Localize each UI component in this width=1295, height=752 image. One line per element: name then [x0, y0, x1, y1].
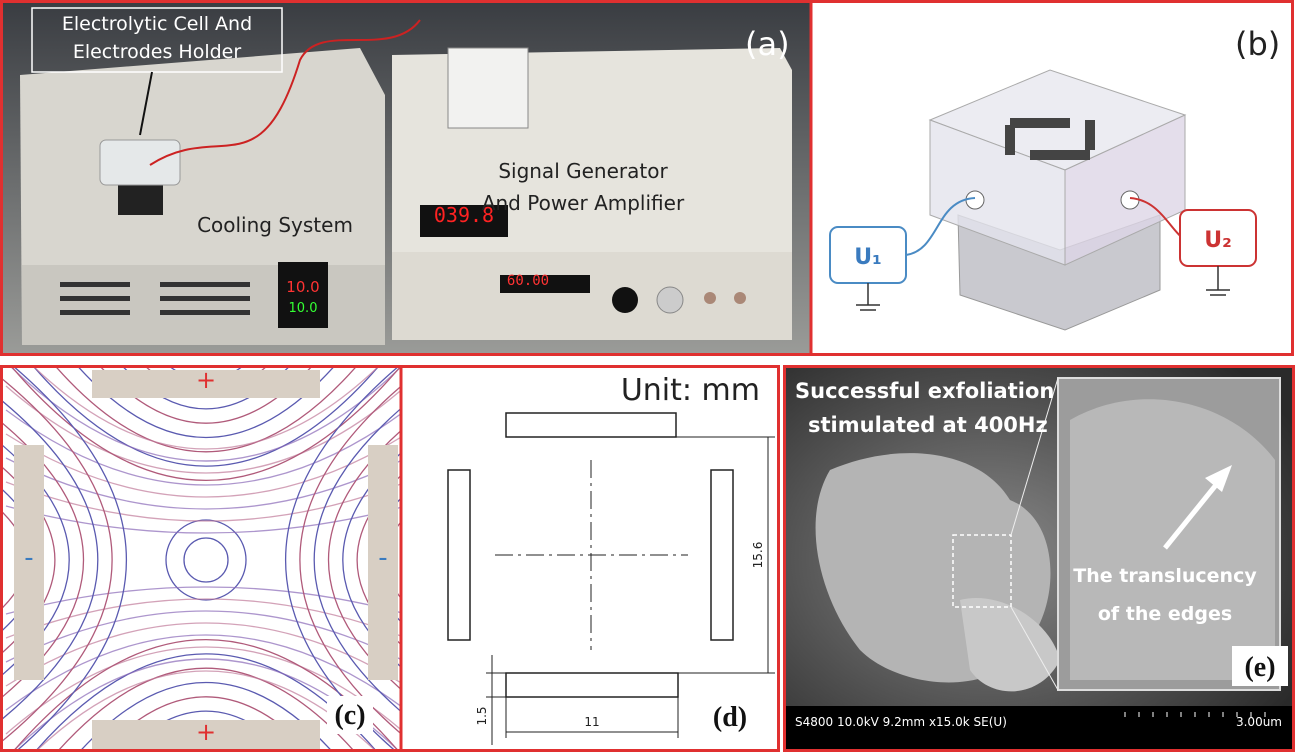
field-line: [165, 519, 247, 601]
u1-label: U₁: [854, 245, 882, 270]
panel-label: (e): [1244, 652, 1275, 683]
zoom-line: [1010, 377, 1059, 536]
cell-label: Electrolytic Cell And: [62, 13, 252, 35]
zoom-box: [952, 534, 1012, 608]
electrode-outline: [710, 469, 734, 641]
generator-front: [392, 252, 792, 340]
electrode-sign: +: [196, 718, 216, 746]
field-line: [5, 481, 400, 639]
electrodes: [1005, 118, 1095, 160]
dimension: 15.6: [751, 542, 765, 569]
generator-label: Signal Generator: [498, 159, 668, 183]
electrode-sign: -: [24, 543, 33, 573]
electrolytic-cell: [99, 139, 181, 186]
electrode-outline: [505, 672, 679, 698]
cell-label-box: [31, 7, 283, 73]
panel-label: (a): [745, 25, 790, 63]
label-box: [327, 696, 373, 734]
ground: [856, 266, 1230, 311]
zoom-line: [1010, 606, 1059, 691]
field-line: [3, 400, 400, 720]
temp-controller: [278, 262, 328, 328]
knob: [612, 287, 638, 313]
terminal: [704, 292, 716, 304]
flake: [960, 598, 1060, 692]
port: [965, 190, 985, 210]
sem-title: stimulated at 400Hz: [808, 413, 1048, 437]
callout: The translucency: [1073, 565, 1257, 587]
field-line: [5, 457, 400, 663]
arrow: [1163, 478, 1222, 550]
field-line: [183, 537, 229, 583]
panel-label: (c): [334, 700, 365, 731]
electrode-sign: -: [378, 543, 387, 573]
pointer-arrow: [139, 71, 153, 136]
border: [783, 365, 1295, 752]
callout: of the edges: [1098, 603, 1232, 625]
centerline: [495, 460, 688, 650]
scale-bar: [1124, 712, 1266, 717]
panel-b: U₁ U₂ (b): [812, 3, 1292, 353]
temp-display: 10.0: [286, 278, 319, 296]
electrode-outline: [505, 412, 677, 438]
unit-label: Unit: mm: [621, 373, 760, 408]
arrowhead: [1205, 465, 1232, 492]
wire: [149, 19, 421, 166]
sem-info: S4800 10.0kV 9.2mm x15.0k SE(U): [795, 715, 1007, 729]
cell-slot: [118, 185, 163, 215]
electrode-outline: [447, 469, 471, 641]
panel-c: + + - - (c): [3, 366, 400, 750]
panel-e: Successful exfoliation stimulated at 400…: [786, 368, 1292, 750]
border: [0, 365, 780, 752]
temp-display: 10.0: [289, 301, 318, 316]
knob: [656, 286, 684, 314]
electrode-plates: [14, 370, 398, 750]
panel-a: 10.0 10.0 039.8 60.00 Electrolytic Cell …: [3, 3, 810, 353]
field-line: [5, 385, 400, 735]
sem-title: Successful exfoliation: [795, 379, 1054, 403]
wire-u1: [905, 197, 976, 256]
analog-meter: [447, 47, 529, 129]
panel-d: Unit: mm 15.6 1.5 11 (d): [447, 373, 775, 745]
generator-label: And Power Amplifier: [482, 191, 685, 215]
meter-value: 039.8: [434, 203, 494, 227]
dimension: 1.5: [475, 706, 489, 725]
field-line: [5, 409, 400, 711]
cooling-label: Cooling System: [197, 213, 353, 237]
port: [1120, 190, 1140, 210]
electrode-sign: +: [196, 366, 216, 394]
label-box: [1232, 646, 1288, 686]
freq-display: [500, 275, 590, 293]
meter-display: [420, 205, 508, 237]
freq-value: 60.00: [507, 273, 549, 289]
field-line: [5, 433, 400, 687]
panel-label: (d): [713, 702, 747, 733]
terminal: [734, 292, 746, 304]
dimension: 11: [584, 715, 599, 729]
border: [0, 0, 1294, 356]
cell-label: Electrodes Holder: [73, 41, 242, 63]
info-bar: [786, 706, 1292, 750]
cooling-front: [22, 265, 385, 345]
dimension-lines: [486, 436, 775, 745]
vents: [60, 282, 250, 315]
panel-label: (b): [1235, 25, 1280, 63]
u2-label: U₂: [1204, 228, 1232, 253]
sem-scale: 3.00um: [1236, 715, 1282, 729]
